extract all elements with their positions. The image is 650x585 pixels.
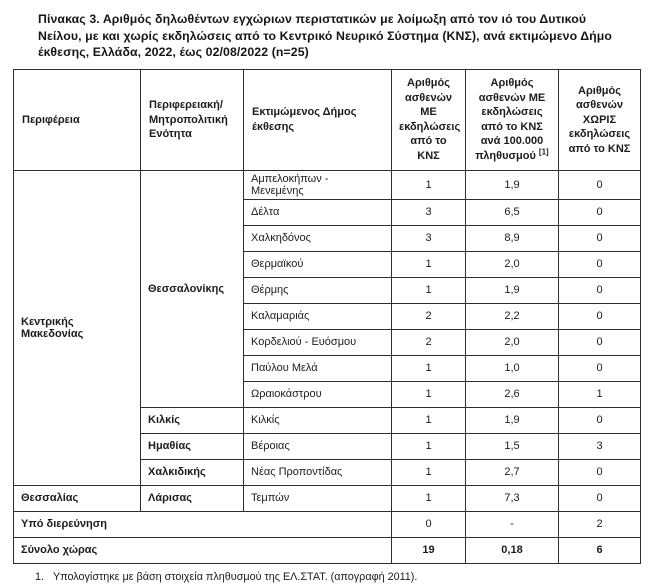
cases-with-cns-cell: 3 [391,198,466,226]
table-row: Θέρμης 1 1,9 0 [14,276,641,304]
cases-with-cns-cell: 1 [391,250,466,278]
cases-with-cns-cell: 1 [391,406,466,434]
table-row: Ημαθίας Βέροιας 1 1,5 3 [14,432,641,460]
unit-cell: Κιλκίς [140,406,244,434]
cases-without-cns-cell: 6 [558,536,641,564]
col-header-cases-with-cns: Αριθμός ασθενών ΜΕ εκδηλώσεις από το ΚΝΣ [391,68,466,171]
footnote: 1. Υπολογίστηκε με βάση στοιχεία πληθυσμ… [35,571,650,583]
cases-with-cns-cell: 1 [391,458,466,486]
cases-with-cns-cell: 1 [391,276,466,304]
cases-without-cns-cell: 0 [558,224,641,252]
cases-with-cns-cell: 1 [391,484,466,512]
cases-without-cns-cell: 0 [558,302,641,330]
rate-cell: 8,9 [465,224,559,252]
table-row: Χαλκηδόνος 3 8,9 0 [14,224,641,252]
cases-without-cns-cell: 0 [558,276,641,304]
cases-without-cns-cell: 0 [558,354,641,382]
cases-without-cns-cell: 3 [558,432,641,460]
rate-cell: 2,2 [465,302,559,330]
cases-without-cns-cell: 1 [558,380,641,408]
municipality-cell: Θέρμης [243,276,392,304]
municipality-cell: Βέροιας [243,432,392,460]
cases-table: Περιφέρεια Περιφερειακή/ Μητροπολιτική Ε… [13,68,641,564]
cases-without-cns-cell: 0 [558,458,641,486]
table-row: Χαλκιδικής Νέας Προποντίδας 1 2,7 0 [14,458,641,486]
unit-cell: Θεσσαλονίκης [140,169,244,408]
rate-cell: - [465,510,559,538]
municipality-cell: Θερμαϊκού [243,250,392,278]
rate-cell: 7,3 [465,484,559,512]
country-total-row: Σύνολο χώρας 19 0,18 6 [13,536,641,564]
municipality-cell: Παύλου Μελά [243,354,392,382]
municipality-cell: Κιλκίς [243,406,392,434]
rate-cell: 1,5 [465,432,559,460]
cases-with-cns-cell: 1 [391,432,466,460]
region-cell: Κεντρικής Μακεδονίας [13,169,141,486]
rate-cell: 2,7 [465,458,559,486]
cases-with-cns-cell: 1 [391,169,466,200]
rate-cell: 1,0 [465,354,559,382]
header-row: Περιφέρεια Περιφερειακή/ Μητροπολιτική Ε… [13,68,641,171]
col-header-cases-without-cns: Αριθμός ασθενών ΧΩΡΙΣ εκδηλώσεις από το … [558,68,641,171]
municipality-cell: Τεμπών [243,484,392,512]
table-row: Θεσσαλίας Λάρισας Τεμπών 1 7,3 0 [13,484,641,512]
col-header-rate-per-100000: Αριθμός ασθενών ΜΕ εκδηλώσεις από το ΚΝΣ… [465,68,559,171]
table-row: Κορδελιού - Ευόσμου 2 2,0 0 [14,328,641,356]
rate-cell: 1,9 [465,169,559,200]
cases-with-cns-cell: 0 [391,510,466,538]
footnote-text: Υπολογίστηκε με βάση στοιχεία πληθυσμού … [53,570,418,583]
document-page: Πίνακας 3. Αριθμός δηλωθέντων εγχώριων π… [0,11,650,585]
rate-cell: 2,6 [465,380,559,408]
cases-with-cns-cell: 1 [391,354,466,382]
rate-cell: 6,5 [465,198,559,226]
cases-with-cns-cell: 2 [391,328,466,356]
under-investigation-label: Υπό διερεύνηση [13,510,392,538]
cases-with-cns-cell: 19 [391,536,466,564]
cases-without-cns-cell: 2 [558,510,641,538]
rate-header-text: Αριθμός ασθενών ΜΕ εκδηλώσεις από το ΚΝΣ… [475,77,546,162]
cases-without-cns-cell: 0 [558,484,641,512]
municipality-cell: Καλαμαριάς [243,302,392,330]
table-row: Καλαμαριάς 2 2,2 0 [14,302,641,330]
rate-cell: 1,9 [465,276,559,304]
municipality-cell: Χαλκηδόνος [243,224,392,252]
unit-cell: Λάρισας [140,484,244,512]
municipality-cell: Ωραιοκάστρου [243,380,392,408]
region-cell: Θεσσαλίας [13,484,141,512]
table-row: Ωραιοκάστρου 1 2,6 1 [14,380,641,408]
footnote-marker: [1] [538,147,549,157]
municipality-cell: Αμπελοκήπων - Μενεμένης [243,169,392,200]
table-row: Δέλτα 3 6,5 0 [14,198,641,226]
table-row: Θερμαϊκού 1 2,0 0 [14,250,641,278]
cases-without-cns-cell: 0 [558,169,641,200]
cases-without-cns-cell: 0 [558,198,641,226]
col-header-municipality: Εκτιμώμενος Δήμος έκθεσης [243,68,392,171]
under-investigation-row: Υπό διερεύνηση 0 - 2 [13,510,641,538]
municipality-cell: Κορδελιού - Ευόσμου [243,328,392,356]
col-header-regional-unit: Περιφερειακή/ Μητροπολιτική Ενότητα [140,68,244,171]
cases-with-cns-cell: 1 [391,380,466,408]
country-total-label: Σύνολο χώρας [13,536,392,564]
cases-with-cns-cell: 2 [391,302,466,330]
rate-cell: 2,0 [465,250,559,278]
cases-without-cns-cell: 0 [558,250,641,278]
footnote-number: 1. [35,570,45,583]
rate-cell: 0,18 [465,536,559,564]
rate-cell: 1,9 [465,406,559,434]
cases-without-cns-cell: 0 [558,406,641,434]
municipality-cell: Νέας Προποντίδας [243,458,392,486]
municipality-cell: Δέλτα [243,198,392,226]
unit-cell: Ημαθίας [140,432,244,460]
table-title: Πίνακας 3. Αριθμός δηλωθέντων εγχώριων π… [38,12,613,60]
col-header-region: Περιφέρεια [13,68,141,171]
unit-cell: Χαλκιδικής [140,458,244,486]
cases-without-cns-cell: 0 [558,328,641,356]
rate-cell: 2,0 [465,328,559,356]
table-row: Κεντρικής Μακεδονίας Θεσσαλονίκης Αμπελο… [13,169,641,486]
cases-with-cns-cell: 3 [391,224,466,252]
